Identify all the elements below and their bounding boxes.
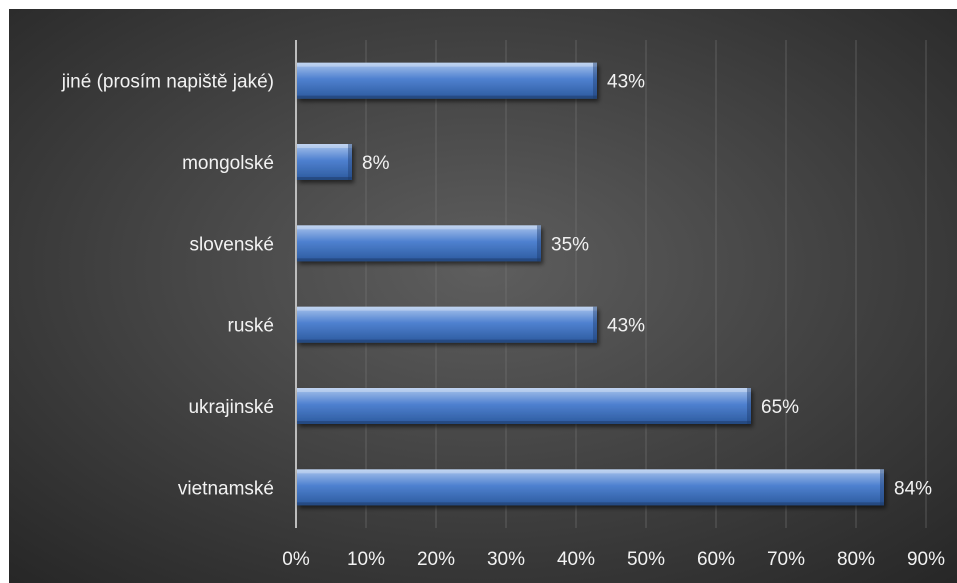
bar-group [297, 388, 751, 424]
bar-top-bevel [297, 225, 541, 230]
gridlines [295, 40, 927, 528]
bar-bottom-bevel [297, 502, 884, 506]
x-tick-label: 70% [767, 549, 805, 570]
bar-group [297, 225, 541, 262]
x-tick-label: 0% [282, 549, 310, 570]
bar-end-bevel [593, 306, 597, 343]
bar [297, 388, 751, 424]
data-label: 43% [607, 72, 645, 93]
category-label: jiné (prosím napiště jaké) [61, 72, 274, 93]
bar-top-bevel [297, 469, 884, 474]
category-label: ukrajinské [188, 397, 274, 418]
bar-bottom-bevel [297, 177, 352, 180]
x-tick-label: 50% [627, 549, 665, 570]
data-label: 43% [607, 316, 645, 337]
bar-end-bevel [537, 225, 541, 262]
bar-end-bevel [880, 469, 884, 506]
category-label: ruské [228, 316, 274, 337]
bar-top-bevel [297, 388, 751, 392]
data-label: 65% [761, 397, 799, 418]
bar [297, 306, 597, 343]
x-tick-label: 10% [347, 549, 385, 570]
bar-top-bevel [297, 62, 597, 67]
x-tick-label: 90% [907, 549, 945, 570]
x-tick-label: 40% [557, 549, 595, 570]
bar [297, 62, 597, 99]
data-label: 35% [551, 234, 589, 255]
bar-end-bevel [348, 144, 352, 180]
x-tick-label: 20% [417, 549, 455, 570]
bar-group [297, 469, 884, 506]
bar-top-bevel [297, 306, 597, 311]
bar-group [297, 144, 352, 180]
bar-end-bevel [747, 388, 751, 424]
bar [297, 144, 352, 180]
x-tick-label: 80% [837, 549, 875, 570]
data-label: 8% [362, 153, 390, 174]
bar-end-bevel [593, 62, 597, 99]
bar-group [297, 306, 597, 343]
bar-group [297, 62, 597, 99]
labels: 0% 10% 20% 30% 40% 50% 60% 70% 80% 90% jiné (prosí… [61, 72, 945, 570]
bar-bottom-bevel [297, 339, 597, 343]
bar [297, 469, 884, 506]
x-tick-label: 30% [487, 549, 525, 570]
category-label: mongolské [182, 153, 274, 174]
x-tick-label: 60% [697, 549, 735, 570]
bar-bottom-bevel [297, 258, 541, 262]
bar-bottom-bevel [297, 95, 597, 99]
category-label: slovenské [190, 234, 275, 255]
bar-top-bevel [297, 144, 352, 148]
bars [297, 62, 884, 506]
bar-bottom-bevel [297, 421, 751, 424]
bar [297, 225, 541, 262]
data-label: 84% [894, 478, 932, 499]
category-label: vietnamské [178, 478, 274, 499]
